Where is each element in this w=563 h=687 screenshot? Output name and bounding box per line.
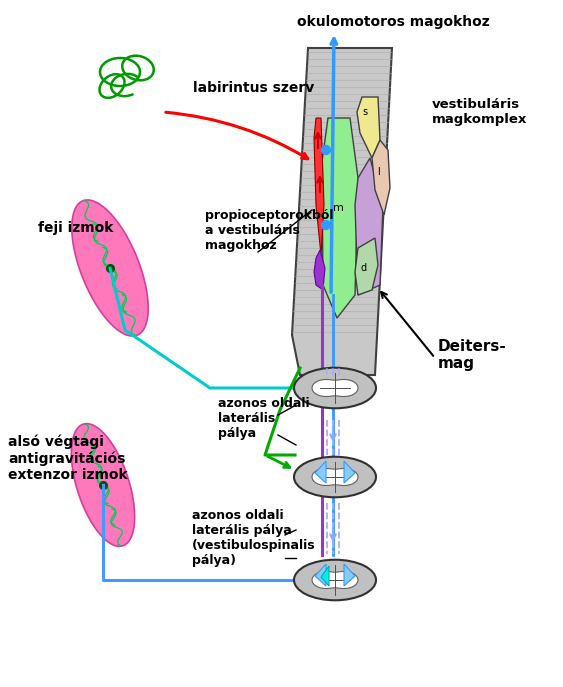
Polygon shape: [314, 250, 325, 290]
Ellipse shape: [294, 457, 376, 497]
Text: alsó végtagi
antigravitációs
extenzor izmok: alsó végtagi antigravitációs extenzor iz…: [8, 434, 128, 482]
Ellipse shape: [294, 368, 376, 408]
Polygon shape: [372, 140, 390, 215]
Polygon shape: [312, 572, 358, 589]
Circle shape: [321, 146, 330, 155]
Text: d: d: [361, 263, 367, 273]
Text: s: s: [363, 107, 368, 117]
Polygon shape: [292, 48, 392, 375]
Text: okulomotoros magokhoz: okulomotoros magokhoz: [297, 15, 489, 29]
Text: azonos oldali
laterális
pálya: azonos oldali laterális pálya: [218, 396, 310, 440]
Polygon shape: [315, 461, 326, 483]
Polygon shape: [321, 566, 329, 586]
Polygon shape: [357, 97, 380, 158]
Text: azonos oldali
laterális pálya
(vestibulospinalis
pálya): azonos oldali laterális pálya (vestibulo…: [192, 509, 316, 567]
Polygon shape: [72, 424, 135, 546]
Polygon shape: [322, 118, 358, 318]
Text: propioceptorokból
a vestibuláris
magokhoz: propioceptorokból a vestibuláris magokho…: [205, 208, 333, 251]
Ellipse shape: [294, 560, 376, 600]
Text: l: l: [378, 167, 381, 177]
Text: vestibuláris
magkomplex: vestibuláris magkomplex: [432, 98, 528, 126]
Polygon shape: [312, 469, 358, 486]
Text: Deiters-
mag: Deiters- mag: [438, 339, 507, 371]
Polygon shape: [312, 379, 358, 396]
Polygon shape: [72, 200, 148, 336]
Circle shape: [321, 221, 330, 229]
Polygon shape: [344, 564, 355, 586]
Polygon shape: [344, 461, 355, 483]
Polygon shape: [355, 238, 378, 295]
Text: labirintus szerv: labirintus szerv: [193, 81, 314, 95]
Polygon shape: [355, 158, 383, 295]
Text: m: m: [333, 203, 343, 213]
Text: feji izmok: feji izmok: [38, 221, 113, 235]
Polygon shape: [315, 564, 326, 586]
Polygon shape: [314, 118, 324, 255]
